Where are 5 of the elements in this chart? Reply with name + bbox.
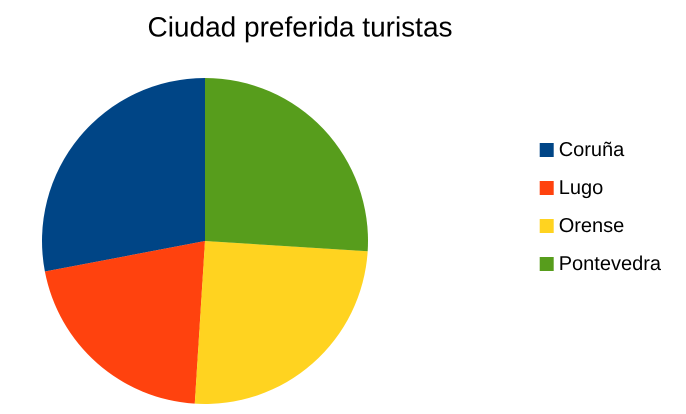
chart-title: Ciudad preferida turistas [147, 12, 453, 42]
legend-label: Orense [558, 215, 624, 237]
legend-label: Pontevedra [558, 253, 662, 275]
legend-label: Lugo [558, 177, 604, 199]
legend-label: Coruña [558, 139, 626, 161]
